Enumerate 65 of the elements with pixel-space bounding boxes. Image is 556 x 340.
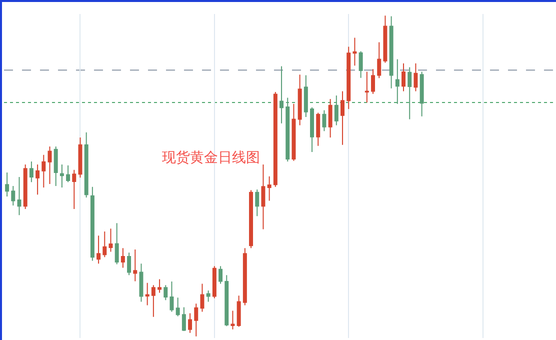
candlestick <box>96 235 101 264</box>
candlestick <box>17 176 22 216</box>
candlestick <box>358 50 363 78</box>
candlestick <box>170 281 174 312</box>
candlestick <box>54 146 58 186</box>
candlestick <box>280 66 284 124</box>
candlestick <box>176 297 180 317</box>
candlestick <box>383 15 388 64</box>
candlestick <box>182 306 186 332</box>
candlestick <box>242 248 247 306</box>
candlestick <box>249 190 254 249</box>
candlestick <box>236 295 241 328</box>
candlestick <box>200 283 204 312</box>
candlestick <box>389 16 394 89</box>
text: 现货黄金日线图 <box>162 150 260 166</box>
candlestick <box>36 164 40 196</box>
candlestick <box>322 110 326 132</box>
candlestick <box>29 161 34 183</box>
candlestick <box>218 266 223 284</box>
candlestick <box>328 98 332 138</box>
candlestick <box>48 146 52 185</box>
candlestick <box>102 231 107 258</box>
candlestick <box>224 274 229 327</box>
candlestick <box>414 62 418 92</box>
candlestick <box>212 266 216 299</box>
candlestick <box>108 228 113 252</box>
candlestick <box>114 222 119 265</box>
candlestick <box>23 164 28 210</box>
candlestick <box>261 164 266 230</box>
candlestick <box>371 68 376 94</box>
candlestick <box>316 112 320 146</box>
candlestick <box>267 176 272 202</box>
candlestick <box>310 106 314 152</box>
candlestick <box>206 290 210 302</box>
candlestick <box>5 172 10 198</box>
candlestick <box>90 186 94 262</box>
candlestick <box>139 263 144 302</box>
candlestick <box>66 164 70 183</box>
candlestick <box>127 252 132 276</box>
candlestick <box>11 185 16 206</box>
candlestick <box>364 71 369 104</box>
candlestick <box>84 132 88 198</box>
candlestick <box>133 248 138 282</box>
candlestick <box>340 90 345 146</box>
candlestick <box>188 312 192 334</box>
candlestick <box>352 37 357 66</box>
candlestick <box>78 137 82 178</box>
candlestick <box>120 248 125 268</box>
candlestick <box>304 74 308 118</box>
candlestick <box>60 164 64 188</box>
candlestick <box>151 284 156 318</box>
candlestick <box>194 303 198 337</box>
candlestick <box>72 169 76 210</box>
candlestick <box>145 282 150 306</box>
candlestick <box>255 188 260 217</box>
candlestick <box>377 42 382 79</box>
candlestick <box>346 46 351 110</box>
candlestick <box>292 103 296 162</box>
candlestick <box>42 154 46 188</box>
candlestick <box>402 62 406 92</box>
candlestick <box>164 284 168 301</box>
candlestick <box>273 91 278 188</box>
candlestick <box>230 310 235 330</box>
candlestick <box>158 278 162 294</box>
candlestick <box>298 74 302 126</box>
